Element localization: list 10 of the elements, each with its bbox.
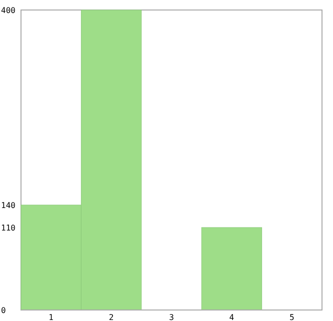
bar xyxy=(201,227,262,310)
x-tick-label: 5 xyxy=(289,313,294,321)
y-tick-label: 110 xyxy=(1,223,16,232)
x-tick-label: 4 xyxy=(229,313,234,321)
x-tick-label: 3 xyxy=(169,313,174,321)
y-tick-label: 400 xyxy=(1,6,16,15)
y-tick-label: 140 xyxy=(1,200,16,210)
y-tick-label: 0 xyxy=(1,306,6,315)
x-tick-label: 1 xyxy=(48,313,54,321)
x-tick-label: 2 xyxy=(108,313,114,321)
